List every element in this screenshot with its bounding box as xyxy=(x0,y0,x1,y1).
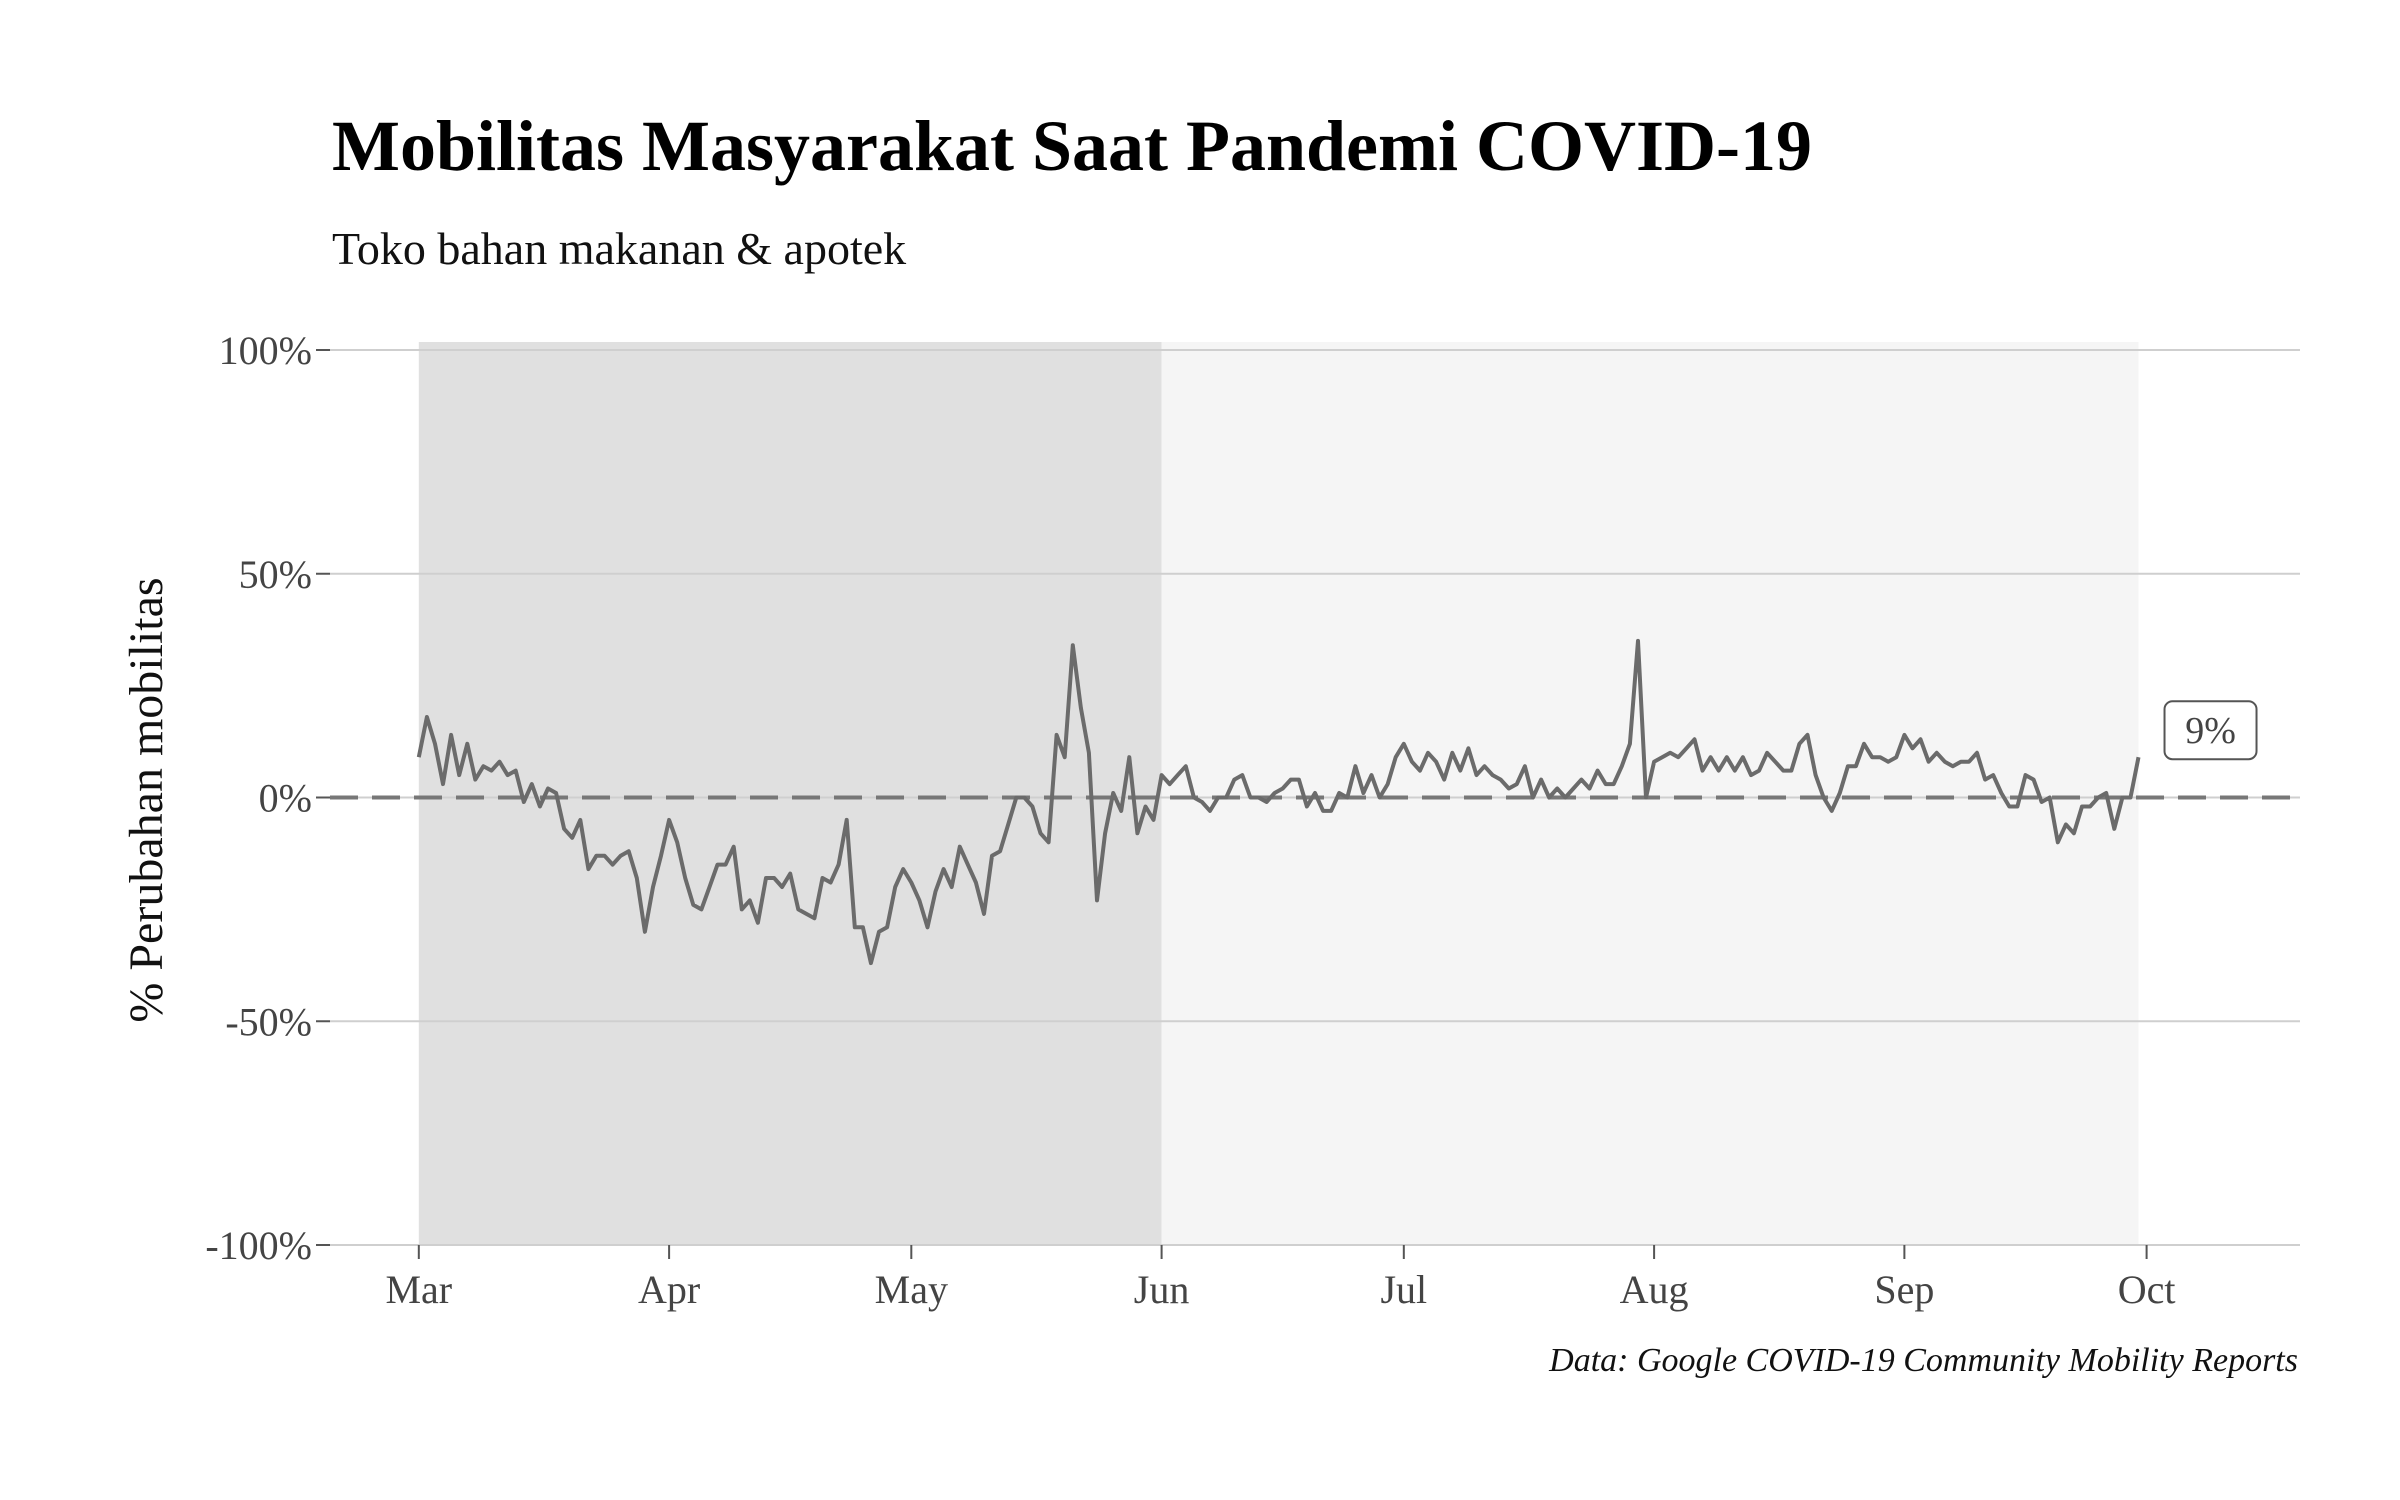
x-tick-label: Aug xyxy=(1620,1267,1689,1312)
x-tick-label: Jun xyxy=(1134,1267,1190,1312)
x-tick-label: Sep xyxy=(1874,1267,1934,1312)
series-line xyxy=(416,638,2141,966)
end-label-text: 9% xyxy=(2185,710,2236,752)
y-tick-label: 0% xyxy=(259,776,312,821)
x-axis: Mar Apr May Jun Jul Aug Sep Oct xyxy=(385,1245,2175,1312)
y-tick-label: -100% xyxy=(205,1223,312,1268)
shaded-period-2 xyxy=(1161,342,2139,1245)
shaded-periods xyxy=(418,342,2139,1245)
x-tick-label: Oct xyxy=(2118,1267,2176,1312)
y-tick-label: 100% xyxy=(219,328,312,373)
x-tick-label: Mar xyxy=(385,1267,452,1312)
x-tick-label: May xyxy=(875,1267,948,1312)
x-tick-label: Apr xyxy=(638,1267,700,1312)
y-tick-label: -50% xyxy=(225,999,312,1044)
end-label-box xyxy=(2163,700,2258,761)
data-source-caption: Data: Google COVID-19 Community Mobility… xyxy=(1549,1342,2298,1379)
x-tick-label: Jul xyxy=(1380,1267,1427,1312)
shaded-period-1 xyxy=(418,342,1162,1245)
end-value-label: 9% xyxy=(2163,700,2258,761)
chart-subtitle: Toko bahan makanan & apotek xyxy=(332,223,907,274)
y-axis-label: % Perubahan mobilitas xyxy=(120,577,173,1022)
chart-title: Mobilitas Masyarakat Saat Pandemi COVID-… xyxy=(332,106,1812,186)
y-axis: 100% 50% 0% -50% -100% xyxy=(205,328,330,1268)
y-tick-label: 50% xyxy=(239,552,312,597)
